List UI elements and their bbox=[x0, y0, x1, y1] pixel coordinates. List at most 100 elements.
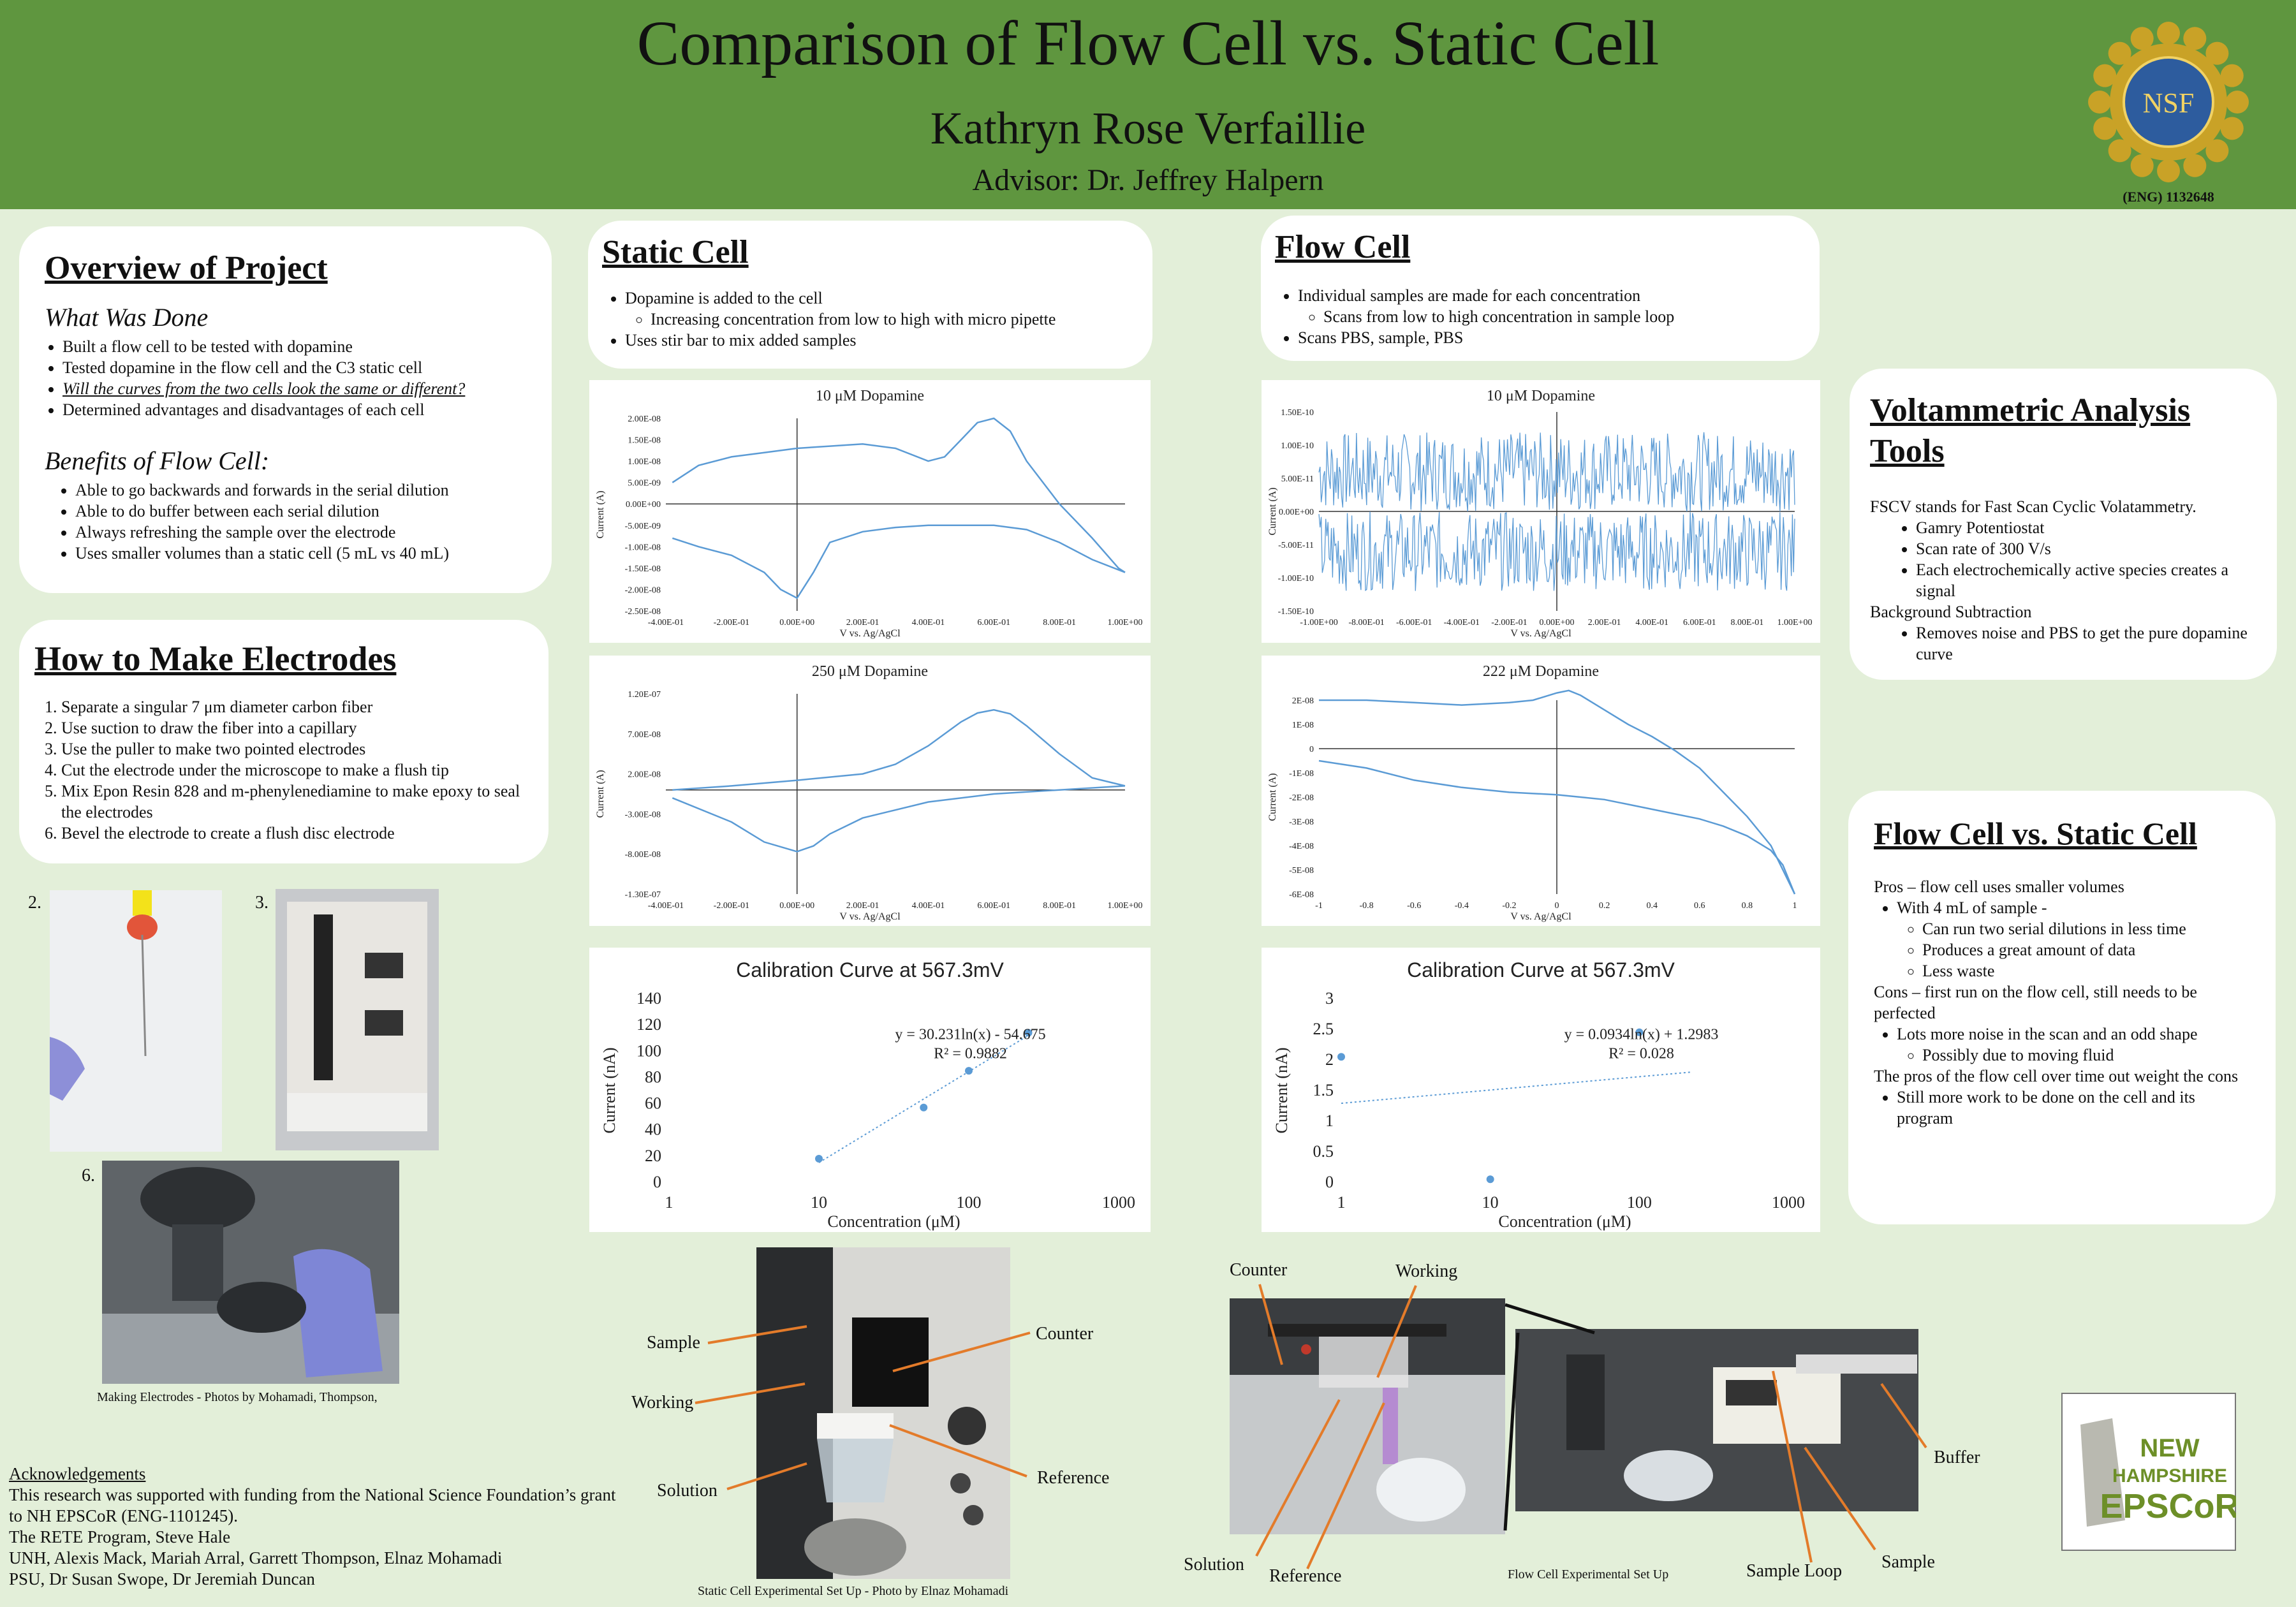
y-tick-label: 0.00E+00 bbox=[1279, 508, 1314, 517]
logo-text: HAMPSHIRE bbox=[2112, 1465, 2227, 1486]
series-line-0 bbox=[1319, 689, 1796, 895]
static-setup-caption: Static Cell Experimental Set Up - Photo … bbox=[698, 1584, 1009, 1598]
y-tick-label: -2E-08 bbox=[1289, 793, 1314, 803]
photo-label: 6. bbox=[82, 1166, 95, 1185]
y-tick-label: 0.00E+00 bbox=[626, 500, 661, 510]
list-item: Tested dopamine in the flow cell and the… bbox=[63, 357, 526, 378]
logo-ray bbox=[2205, 139, 2229, 163]
logo-ray bbox=[2108, 139, 2131, 163]
y-tick-label: 1.00E-10 bbox=[1281, 441, 1314, 451]
y-tick-label: 1.20E-07 bbox=[628, 690, 661, 700]
x-tick-label: 6.00E-01 bbox=[977, 618, 1010, 627]
x-tick-label: -0.8 bbox=[1360, 901, 1374, 911]
x-tick-label: 6.00E-01 bbox=[977, 901, 1010, 911]
electrodes-panel: How to Make Electrodes Separate a singul… bbox=[19, 620, 548, 863]
x-tick-label: -2.00E-01 bbox=[1491, 618, 1527, 627]
x-tick-label: -2.00E-01 bbox=[714, 901, 749, 911]
advisor-name: Advisor: Dr. Jeffrey Halpern bbox=[972, 163, 1324, 197]
x-tick-label: 2.00E-01 bbox=[846, 901, 879, 911]
logo-ray bbox=[2157, 159, 2180, 182]
comparison-panel: Flow Cell vs. Static Cell Pros – flow ce… bbox=[1848, 791, 2276, 1224]
flow-setup-caption: Flow Cell Experimental Set Up bbox=[1508, 1567, 1669, 1581]
setup-label-reference: Reference bbox=[1269, 1566, 1342, 1586]
x-tick-label: 1000 bbox=[1772, 1193, 1805, 1212]
voltammetric-panel: Voltammetric Analysis Tools FSCV stands … bbox=[1850, 369, 2277, 680]
x-axis-label: V vs. Ag/AgCl bbox=[1510, 911, 1571, 922]
y-tick-label: 2.5 bbox=[1313, 1020, 1334, 1038]
list-item: Possibly due to moving fluid bbox=[1922, 1045, 2250, 1066]
x-tick-label: 1.00E+00 bbox=[1108, 901, 1143, 911]
chart-flow-10: 10 μM Dopamine -1.00E+00 -8.00E-01 -6.00E-0… bbox=[1262, 380, 1820, 643]
y-tick-label: 1E-08 bbox=[1292, 721, 1314, 730]
list-item: Bevel the electrode to create a flush di… bbox=[61, 823, 533, 844]
electrode-puller-photo bbox=[276, 889, 439, 1150]
logo-text: EPSCoR bbox=[2100, 1487, 2236, 1525]
x-tick-label: 8.00E-01 bbox=[1043, 901, 1076, 911]
cons-text: Cons – first run on the flow cell, still… bbox=[1874, 983, 2197, 1022]
trendline bbox=[1341, 1071, 1691, 1104]
y-tick-label: -5E-08 bbox=[1289, 866, 1314, 876]
x-tick-label: 2.00E-01 bbox=[1588, 618, 1621, 627]
y-tick-label: -1E-08 bbox=[1289, 769, 1314, 779]
x-tick-label: 4.00E-01 bbox=[1635, 618, 1668, 627]
voltammetric-heading-line1: Voltammetric Analysis bbox=[1870, 392, 2191, 429]
flow-cell-panel: Flow Cell Individual samples are made fo… bbox=[1261, 216, 1820, 361]
y-tick-label: 20 bbox=[645, 1147, 661, 1165]
poster-title: Comparison of Flow Cell vs. Static Cell bbox=[637, 8, 1659, 78]
y-tick-label: 80 bbox=[645, 1068, 661, 1086]
y-tick-label: 2.00E-08 bbox=[628, 770, 661, 780]
acknowledgement-line: The RETE Program, Steve Hale bbox=[9, 1527, 231, 1546]
trendline-r2: R² = 0.9882 bbox=[934, 1045, 1007, 1062]
flow-cell-heading: Flow Cell bbox=[1275, 229, 1411, 265]
static-setup-pointer-lines bbox=[695, 1325, 1031, 1490]
x-tick-label: 0.4 bbox=[1646, 901, 1658, 911]
list-item: Individual samples are made for each con… bbox=[1298, 285, 1806, 327]
what-was-done-title: What Was Done bbox=[45, 303, 209, 332]
voltammetric-heading-line2: Tools bbox=[1870, 433, 1945, 469]
trendline-equation: y = 30.231ln(x) - 54.675 bbox=[895, 1026, 1045, 1043]
static-cell-setup-photo bbox=[756, 1247, 1010, 1579]
acknowledgements-section: Acknowledgements This research was suppo… bbox=[9, 1464, 621, 1590]
logo-ray bbox=[2183, 154, 2207, 177]
data-point bbox=[1486, 1175, 1494, 1184]
nsf-logo-text: NSF bbox=[2143, 87, 2195, 119]
setup-label-working: Working bbox=[1395, 1261, 1458, 1281]
chart-title: Calibration Curve at 567.3mV bbox=[736, 958, 1004, 981]
list-item: Built a flow cell to be tested with dopa… bbox=[63, 336, 526, 357]
logo-ray bbox=[2226, 91, 2249, 114]
trendline-r2: R² = 0.028 bbox=[1608, 1045, 1674, 1062]
list-item: Each electrochemically active species cr… bbox=[1916, 559, 2256, 601]
list-item: Less waste bbox=[1922, 960, 2250, 981]
list-item: Lots more noise in the scan and an odd s… bbox=[1897, 1024, 2250, 1066]
flow-cell-closeup-photo bbox=[1230, 1298, 1505, 1534]
y-tick-label: 0.5 bbox=[1313, 1142, 1334, 1161]
chart-title: 10 μM Dopamine bbox=[816, 388, 924, 404]
x-tick-label: -8.00E-01 bbox=[1348, 618, 1384, 627]
series-line-0 bbox=[672, 417, 1126, 573]
x-tick-label: 4.00E-01 bbox=[912, 618, 945, 627]
x-tick-label: -0.6 bbox=[1407, 901, 1421, 911]
logo-ray bbox=[2093, 64, 2117, 87]
overview-heading: Overview of Project bbox=[45, 250, 328, 286]
y-tick-label: 0 bbox=[1309, 745, 1314, 754]
y-tick-label: 140 bbox=[637, 989, 661, 1008]
x-tick-label: 0.2 bbox=[1599, 901, 1610, 911]
list-item: Produces a great amount of data bbox=[1922, 939, 2250, 960]
y-tick-label: -6E-08 bbox=[1289, 890, 1314, 900]
data-point bbox=[920, 1103, 928, 1112]
list-item: Scan rate of 300 V/s bbox=[1916, 538, 2256, 559]
nsf-logo: NSF bbox=[2088, 22, 2249, 182]
x-tick-label: 8.00E-01 bbox=[1043, 618, 1076, 627]
y-tick-label: 2.00E-08 bbox=[628, 415, 661, 424]
y-tick-label: -5.00E-09 bbox=[625, 522, 661, 531]
y-tick-label: 100 bbox=[637, 1041, 661, 1060]
y-axis-label: Current (nA) bbox=[600, 1047, 619, 1133]
list-item: Separate a singular 7 μm diameter carbon… bbox=[61, 696, 533, 717]
y-tick-label: 1.50E-10 bbox=[1281, 408, 1314, 418]
y-tick-label: 3 bbox=[1325, 989, 1334, 1008]
series-line-1 bbox=[672, 524, 1126, 599]
list-item: Dopamine is added to the cell Increasing… bbox=[625, 288, 1138, 330]
x-tick-label: -2.00E-01 bbox=[714, 618, 749, 627]
y-tick-label: 7.00E-08 bbox=[628, 730, 661, 740]
x-tick-label: 1 bbox=[1793, 901, 1797, 911]
